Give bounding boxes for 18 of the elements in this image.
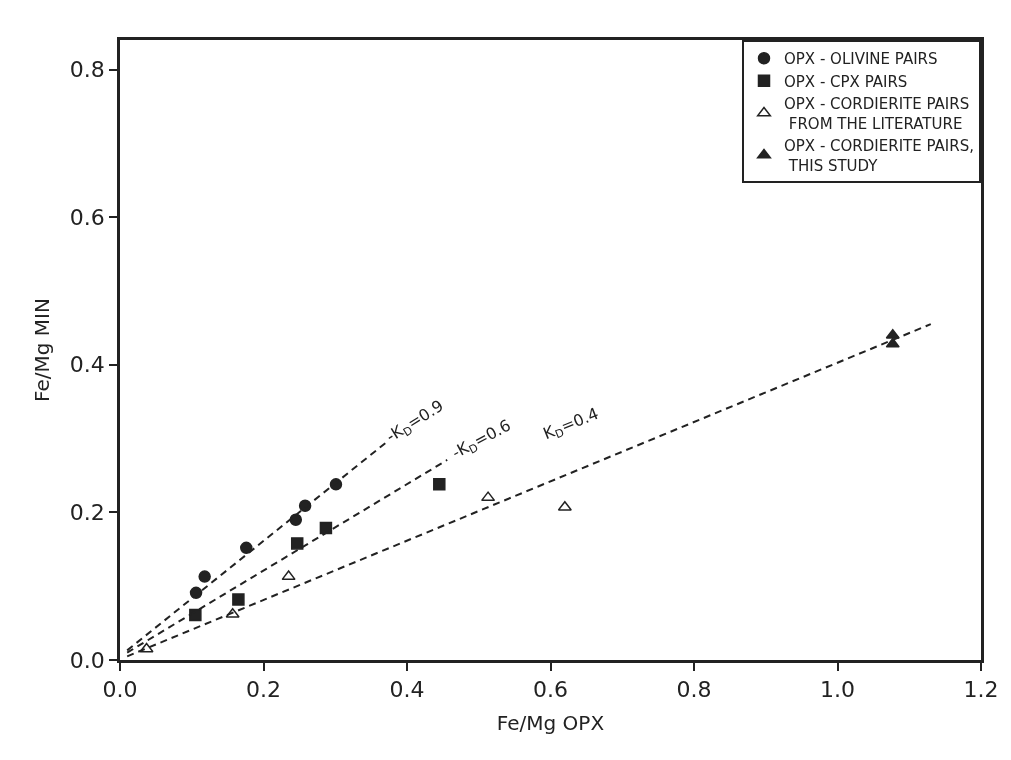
y-tick-label: 0.2: [69, 500, 105, 526]
legend-label: OPX - CORDIERITE PAIRS, THIS STUDY: [784, 137, 974, 175]
x-tick-label: 0.2: [246, 677, 281, 703]
legend-label: OPX - OLIVINE PAIRS: [784, 50, 938, 69]
x-tick-label: 0.6: [533, 677, 568, 703]
y-axis-title: Fe/Mg MIN: [30, 298, 55, 402]
x-tick-label: 1.0: [820, 677, 855, 703]
x-tick-label: 0.8: [676, 677, 712, 703]
x-tick-label: 1.2: [963, 677, 999, 703]
y-tick-label: 0.4: [69, 352, 105, 378]
x-tick-label: 0.4: [389, 677, 425, 703]
y-tick-label: 0.8: [69, 57, 105, 83]
legend-label: OPX - CORDIERITE PAIRS FROM THE LITERATURE: [784, 95, 970, 133]
y-tick-label: 0.6: [69, 204, 105, 230]
x-axis-title: Fe/Mg OPX: [496, 710, 605, 735]
legend-label: OPX - CPX PAIRS: [784, 72, 908, 91]
y-tick-label: 0.0: [69, 647, 105, 673]
x-tick-label: 0.0: [102, 677, 138, 703]
